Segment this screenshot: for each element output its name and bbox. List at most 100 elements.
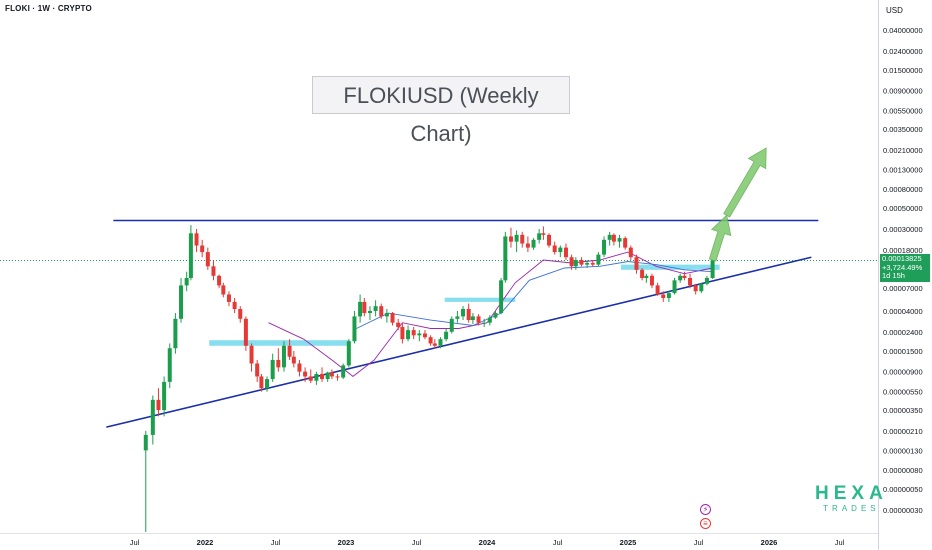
candle bbox=[688, 273, 693, 289]
candle-body bbox=[688, 277, 693, 286]
candle bbox=[693, 283, 698, 295]
time-tick-label: Jul bbox=[553, 538, 563, 547]
candle bbox=[287, 339, 292, 360]
candle-body bbox=[162, 381, 167, 411]
price-tick-label: 0.00000210 bbox=[883, 427, 923, 436]
candle bbox=[341, 363, 346, 380]
candle bbox=[487, 315, 492, 326]
candle bbox=[255, 359, 260, 382]
candle-body bbox=[270, 359, 275, 380]
candle-body bbox=[143, 434, 148, 451]
candle-body bbox=[666, 293, 671, 299]
price-tick-label: 0.02400000 bbox=[883, 47, 923, 56]
candle bbox=[531, 238, 536, 250]
candle bbox=[194, 229, 199, 253]
candle-body bbox=[531, 239, 536, 248]
time-tick-label: Jul bbox=[130, 538, 140, 547]
candle-body bbox=[525, 243, 530, 248]
candles bbox=[143, 225, 715, 532]
candle-body bbox=[194, 233, 199, 246]
last-price-badge: 0.00013825 +3,724.49% 1d 15h bbox=[880, 254, 930, 282]
candle-body bbox=[232, 301, 237, 309]
candle bbox=[200, 239, 205, 258]
candle bbox=[249, 343, 254, 372]
candle bbox=[167, 343, 172, 389]
candle-body bbox=[259, 376, 264, 389]
candle-body bbox=[487, 317, 492, 323]
price-tick-label: 0.00350000 bbox=[883, 125, 923, 134]
currency-label[interactable]: USD bbox=[886, 6, 903, 15]
candle-body bbox=[432, 343, 437, 346]
price-tick-label: 0.00000900 bbox=[883, 368, 923, 377]
price-tick-label: 0.00000030 bbox=[883, 506, 923, 515]
candle bbox=[325, 371, 330, 382]
zone-box bbox=[444, 297, 516, 302]
candle bbox=[396, 318, 401, 331]
bar-countdown: 1d 15h bbox=[882, 271, 905, 280]
candle bbox=[444, 328, 449, 342]
time-axis[interactable]: Jul 2022 Jul 2023 Jul 2024 Jul 2025 Jul 2026 Jul bbox=[130, 538, 845, 547]
candle-body bbox=[482, 322, 487, 324]
candle bbox=[320, 367, 325, 382]
candle-body bbox=[217, 275, 222, 286]
candle-body bbox=[617, 238, 622, 242]
price-tick-label: 0.00000050 bbox=[883, 485, 923, 494]
candle bbox=[617, 234, 622, 248]
candle bbox=[188, 225, 193, 281]
logo-main-text: HEXA bbox=[815, 483, 888, 504]
candle-body bbox=[390, 313, 395, 323]
candle bbox=[590, 260, 595, 267]
candle-body bbox=[287, 345, 292, 357]
candle bbox=[379, 303, 384, 319]
candle bbox=[678, 273, 683, 283]
candle-body bbox=[596, 254, 601, 265]
symbol-header[interactable]: FLOKI · 1W · CRYPTO bbox=[5, 4, 92, 13]
candle bbox=[704, 275, 709, 286]
us-flag-icon[interactable]: ≡ bbox=[700, 518, 711, 529]
lightning-icon[interactable]: ⚡︎ bbox=[700, 504, 711, 515]
projection-arrow bbox=[708, 147, 767, 262]
candle-body bbox=[314, 373, 319, 381]
price-axis[interactable]: 0.04000000 0.02400000 0.01500000 0.00900000… bbox=[883, 26, 923, 515]
candle bbox=[547, 233, 552, 248]
candle-body bbox=[173, 318, 178, 349]
candle-body bbox=[265, 379, 270, 389]
candle bbox=[710, 260, 715, 279]
candle bbox=[156, 388, 161, 417]
candle-body bbox=[238, 308, 243, 319]
candle bbox=[217, 274, 222, 289]
price-tick-label: 0.00000350 bbox=[883, 406, 923, 415]
moving-average-line-2 bbox=[352, 261, 713, 331]
candle-body bbox=[384, 313, 389, 317]
candle-body bbox=[200, 245, 205, 253]
price-tick-label: 0.00030000 bbox=[883, 225, 923, 234]
time-tick-label: 2023 bbox=[338, 538, 355, 547]
candle bbox=[226, 291, 231, 307]
price-tick-label: 0.00007000 bbox=[883, 284, 923, 293]
candle bbox=[162, 376, 167, 417]
candle-body bbox=[281, 345, 286, 368]
candle bbox=[314, 371, 319, 385]
candle bbox=[303, 367, 308, 382]
candle bbox=[179, 277, 184, 323]
candle-body bbox=[205, 252, 210, 267]
candle bbox=[400, 322, 405, 344]
candle bbox=[573, 257, 578, 270]
last-price-value: 0.00013825 bbox=[882, 254, 922, 263]
candle-body bbox=[537, 233, 542, 240]
candle-body bbox=[579, 260, 584, 265]
candle bbox=[640, 268, 645, 281]
candle bbox=[579, 257, 584, 267]
candle bbox=[552, 241, 557, 255]
candle-body bbox=[710, 260, 715, 278]
candle bbox=[611, 233, 616, 246]
candle-body bbox=[243, 318, 248, 346]
candle bbox=[352, 310, 357, 344]
time-tick-label: 2026 bbox=[761, 538, 778, 547]
candle-body bbox=[573, 260, 578, 267]
candle bbox=[503, 231, 508, 283]
candle-body bbox=[335, 376, 340, 378]
price-tick-label: 0.00550000 bbox=[883, 107, 923, 116]
